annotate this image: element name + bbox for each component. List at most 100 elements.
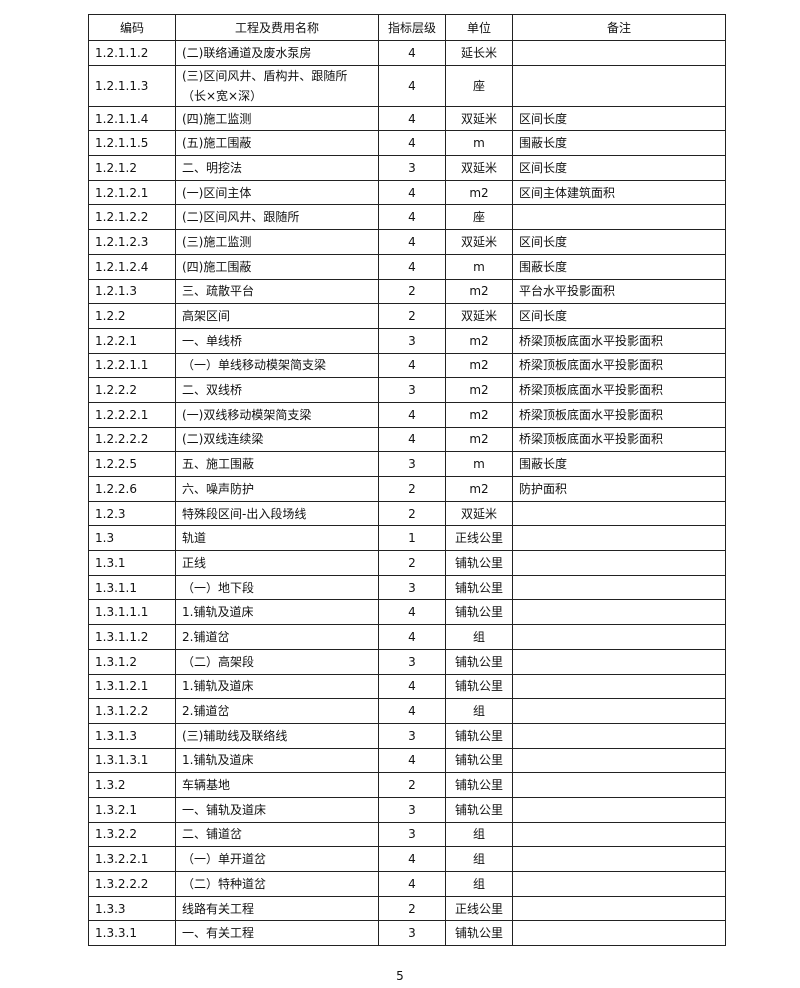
name-cell: 三、疏散平台 <box>175 278 379 305</box>
level-cell: 3 <box>378 155 446 181</box>
remark-cell: 围蔽长度 <box>512 253 726 280</box>
level-cell: 4 <box>378 352 446 379</box>
unit-cell: 正线公里 <box>445 895 513 922</box>
name-cell: （一）单线移动模架简支梁 <box>175 352 379 379</box>
code-cell: 1.3.1.1 <box>88 574 176 601</box>
name-cell: （二）高架段 <box>175 648 379 675</box>
remark-cell <box>512 698 726 724</box>
remark-cell: 桥梁顶板底面水平投影面积 <box>512 377 726 403</box>
code-cell: 1.3.1.2.2 <box>88 698 176 724</box>
table-row: 1.2.2 高架区间 2 双延米 区间长度 <box>88 303 726 329</box>
table-row: 1.2.2.6 六、噪声防护 2 m2 防护面积 <box>88 476 726 502</box>
unit-cell: 正线公里 <box>445 525 513 552</box>
unit-cell: 铺轨公里 <box>445 772 513 798</box>
level-cell: 2 <box>378 303 446 329</box>
name-cell: (二)双线连续梁 <box>175 426 379 453</box>
level-cell: 3 <box>378 648 446 675</box>
code-cell: 1.2.2.6 <box>88 476 176 502</box>
unit-cell: m2 <box>445 278 513 305</box>
table-row: 1.3.2.2 二、铺道岔 3 组 <box>88 821 726 848</box>
code-cell: 1.3.1.1.2 <box>88 624 176 650</box>
level-cell: 4 <box>378 624 446 650</box>
table-row: 1.2.1.1.4 (四)施工监测 4 双延米 区间长度 <box>88 105 726 132</box>
name-cell: （一）地下段 <box>175 574 379 601</box>
table-row: 1.3.2.2.1 （一）单开道岔 4 组 <box>88 846 726 872</box>
code-cell: 1.3.1.2 <box>88 648 176 675</box>
table-row: 1.2.3 特殊段区间-出入段场线 2 双延米 <box>88 500 726 527</box>
unit-cell: 铺轨公里 <box>445 796 513 823</box>
unit-cell: 铺轨公里 <box>445 599 513 626</box>
name-cell: 一、单线桥 <box>175 327 379 354</box>
unit-cell: m2 <box>445 426 513 453</box>
level-cell: 1 <box>378 525 446 552</box>
name-cell: (三)施工监测 <box>175 229 379 255</box>
unit-cell: 铺轨公里 <box>445 920 513 947</box>
header-cell: 编码 <box>88 14 176 41</box>
name-cell: 1.铺轨及道床 <box>175 747 379 774</box>
code-cell: 1.3.2.2 <box>88 821 176 848</box>
code-cell: 1.2.1.3 <box>88 278 176 305</box>
table-row: 1.3.1.3.1 1.铺轨及道床 4 铺轨公里 <box>88 747 726 774</box>
table-row: 1.3.1.1.2 2.铺道岔 4 组 <box>88 624 726 650</box>
table-row: 1.2.1.2 二、明挖法 3 双延米 区间长度 <box>88 155 726 181</box>
header-cell: 单位 <box>445 14 513 41</box>
level-cell: 3 <box>378 722 446 749</box>
table-row: 1.3.2.2.2 （二）特种道岔 4 组 <box>88 871 726 897</box>
table-row: 1.2.1.2.4 (四)施工围蔽 4 m 围蔽长度 <box>88 253 726 280</box>
remark-cell <box>512 599 726 626</box>
data-table: 编码 工程及费用名称 指标层级 单位 备注 1.2.1.1.2 (二)联络通道及废水泵房 4… <box>88 14 726 947</box>
name-cell: 六、噪声防护 <box>175 476 379 502</box>
table-row: 1.2.2.2.2 (二)双线连续梁 4 m2 桥梁顶板底面水平投影面积 <box>88 426 726 453</box>
remark-cell <box>512 550 726 576</box>
remark-cell <box>512 574 726 601</box>
name-cell: (三)辅助线及联络线 <box>175 722 379 749</box>
table-row: 1.3.3.1 一、有关工程 3 铺轨公里 <box>88 920 726 947</box>
level-cell: 2 <box>378 772 446 798</box>
remark-cell: 区间长度 <box>512 155 726 181</box>
unit-cell: 组 <box>445 624 513 650</box>
name-cell: (四)施工监测 <box>175 105 379 132</box>
unit-cell: m2 <box>445 401 513 428</box>
unit-cell: 组 <box>445 871 513 897</box>
remark-cell: 桥梁顶板底面水平投影面积 <box>512 352 726 379</box>
level-cell: 4 <box>378 401 446 428</box>
remark-cell: 桥梁顶板底面水平投影面积 <box>512 327 726 354</box>
remark-cell <box>512 747 726 774</box>
table-row: 1.3.1.2 （二）高架段 3 铺轨公里 <box>88 648 726 675</box>
remark-cell <box>512 525 726 552</box>
table-row: 1.2.2.1 一、单线桥 3 m2 桥梁顶板底面水平投影面积 <box>88 327 726 354</box>
code-cell: 1.3.2.2.2 <box>88 871 176 897</box>
remark-cell <box>512 821 726 848</box>
code-cell: 1.2.2.2.2 <box>88 426 176 453</box>
code-cell: 1.2.1.1.5 <box>88 130 176 157</box>
code-cell: 1.2.1.2.3 <box>88 229 176 255</box>
code-cell: 1.2.1.2.1 <box>88 179 176 206</box>
remark-cell <box>512 796 726 823</box>
table-row: 1.2.1.1.5 (五)施工围蔽 4 m 围蔽长度 <box>88 130 726 157</box>
header-row: 编码 工程及费用名称 指标层级 单位 备注 <box>88 14 726 41</box>
name-cell: (二)联络通道及废水泵房 <box>175 40 379 66</box>
table-row: 1.3.2.1 一、铺轨及道床 3 铺轨公里 <box>88 796 726 823</box>
remark-cell: 桥梁顶板底面水平投影面积 <box>512 401 726 428</box>
remark-cell: 防护面积 <box>512 476 726 502</box>
name-cell: 2.铺道岔 <box>175 698 379 724</box>
level-cell: 4 <box>378 698 446 724</box>
code-cell: 1.2.1.1.3 <box>88 64 176 107</box>
unit-cell: m2 <box>445 476 513 502</box>
remark-cell: 区间长度 <box>512 105 726 132</box>
header-cell: 工程及费用名称 <box>175 14 379 41</box>
level-cell: 2 <box>378 500 446 527</box>
name-cell: (五)施工围蔽 <box>175 130 379 157</box>
unit-cell: m2 <box>445 352 513 379</box>
unit-cell: 双延米 <box>445 303 513 329</box>
unit-cell: 双延米 <box>445 155 513 181</box>
table-row: 1.2.2.5 五、施工围蔽 3 m 围蔽长度 <box>88 451 726 477</box>
code-cell: 1.3.2.2.1 <box>88 846 176 872</box>
name-cell: 1.铺轨及道床 <box>175 673 379 700</box>
name-cell: 轨道 <box>175 525 379 552</box>
remark-cell <box>512 204 726 231</box>
level-cell: 4 <box>378 40 446 66</box>
header-cell: 备注 <box>512 14 726 41</box>
table-row: 1.2.1.2.3 (三)施工监测 4 双延米 区间长度 <box>88 229 726 255</box>
